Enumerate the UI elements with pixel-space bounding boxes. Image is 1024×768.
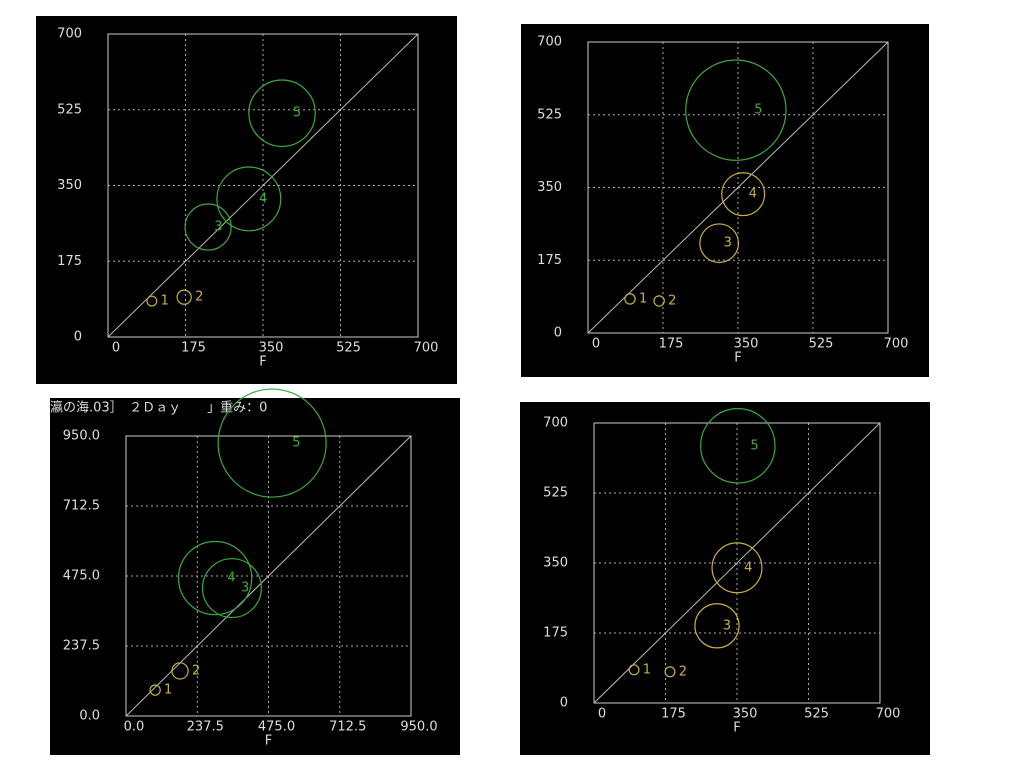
x-tick-label: 525 xyxy=(804,707,829,722)
y-tick-label: 525 xyxy=(57,102,82,117)
bubble xyxy=(694,603,740,649)
y-tick-label: 0 xyxy=(560,696,568,711)
diagonal xyxy=(107,33,419,338)
bubble-label: 3 xyxy=(214,220,222,235)
y-tick-label: 237.5 xyxy=(63,639,100,654)
x-axis-label: F xyxy=(733,721,740,736)
bubble xyxy=(149,684,161,696)
y-tick-label: 0 xyxy=(554,326,562,341)
bubble-label: 1 xyxy=(643,662,651,677)
y-tick-label: 175 xyxy=(537,253,562,268)
x-tick-label: 175 xyxy=(659,337,684,352)
x-tick-label: 700 xyxy=(876,707,901,722)
x-axis-label: F xyxy=(259,355,266,370)
y-tick-label: 950.0 xyxy=(63,429,100,444)
y-tick-label: 350 xyxy=(543,556,568,571)
y-tick-label: 700 xyxy=(537,35,562,50)
x-tick-label: 175 xyxy=(661,707,686,722)
bubble xyxy=(171,662,189,680)
bubble-label: 2 xyxy=(192,663,200,678)
x-tick-label: 350 xyxy=(733,707,758,722)
y-tick-label: 525 xyxy=(537,107,562,122)
bubble-label: 4 xyxy=(259,191,267,206)
plot-border xyxy=(593,422,881,704)
bubble-label: 3 xyxy=(723,618,731,633)
x-tick-label: 712.5 xyxy=(329,720,366,735)
bubble-label: 4 xyxy=(749,187,757,202)
bubble xyxy=(700,408,776,484)
y-tick-label: 0.0 xyxy=(79,709,100,724)
bubble xyxy=(248,79,316,148)
chart-panel xyxy=(50,398,460,755)
bubble-label: 1 xyxy=(639,291,647,306)
title: 瀛の海.03］ ２Ｄａｙ 」重み：0 xyxy=(50,400,267,416)
diagonal xyxy=(587,41,889,334)
bubble-label: 5 xyxy=(754,103,762,118)
bubble-label: 4 xyxy=(744,560,752,575)
y-tick-label: 350 xyxy=(537,180,562,195)
bubble xyxy=(721,172,766,217)
bubble xyxy=(664,666,676,678)
bubble-label: 5 xyxy=(750,438,758,453)
bubble xyxy=(624,293,636,305)
bubble xyxy=(184,203,232,251)
bubble xyxy=(217,388,327,498)
x-tick-label: 700 xyxy=(884,337,909,352)
x-tick-label: 350 xyxy=(734,337,759,352)
bubble-label: 2 xyxy=(679,664,687,679)
chart-panel xyxy=(36,16,457,384)
bubble-label: 1 xyxy=(161,294,169,309)
plot-border xyxy=(107,33,419,338)
chart-panel xyxy=(520,402,930,755)
bubble xyxy=(711,542,763,594)
x-axis-label: F xyxy=(734,351,741,366)
bubble xyxy=(176,289,192,305)
y-tick-label: 475.0 xyxy=(63,569,100,584)
bubble xyxy=(201,558,262,619)
bubble-label: 4 xyxy=(227,571,235,586)
x-tick-label: 0.0 xyxy=(124,720,145,735)
bubble-label: 5 xyxy=(292,436,300,451)
y-tick-label: 700 xyxy=(57,27,82,42)
x-tick-label: 0 xyxy=(112,341,120,356)
bubble-label: 1 xyxy=(164,683,172,698)
x-tick-label: 475.0 xyxy=(258,720,295,735)
plot-border xyxy=(125,435,412,717)
x-tick-label: 950.0 xyxy=(400,720,437,735)
bubble xyxy=(628,664,640,676)
bubble xyxy=(216,166,282,232)
y-tick-label: 0 xyxy=(74,330,82,345)
x-tick-label: 0 xyxy=(592,337,600,352)
x-tick-label: 525 xyxy=(809,337,834,352)
bubble-label: 3 xyxy=(724,236,732,251)
x-tick-label: 525 xyxy=(336,341,361,356)
y-tick-label: 712.5 xyxy=(63,499,100,514)
diagonal xyxy=(125,435,412,717)
y-tick-label: 175 xyxy=(543,626,568,641)
bubble xyxy=(177,540,253,616)
x-tick-label: 700 xyxy=(414,341,439,356)
y-tick-label: 700 xyxy=(543,416,568,431)
plot-border xyxy=(587,41,889,334)
bubble-label: 3 xyxy=(241,581,249,596)
x-axis-label: F xyxy=(265,734,272,749)
x-tick-label: 175 xyxy=(181,341,206,356)
bubble xyxy=(685,59,787,161)
diagonal xyxy=(593,422,881,704)
bubble-label: 2 xyxy=(195,290,203,305)
bubble xyxy=(146,295,158,307)
bubble-label: 2 xyxy=(668,293,676,308)
x-tick-label: 0 xyxy=(598,707,606,722)
bubble-label: 5 xyxy=(293,106,301,121)
x-tick-label: 237.5 xyxy=(187,720,224,735)
bubble xyxy=(653,295,665,307)
x-tick-label: 350 xyxy=(259,341,284,356)
y-tick-label: 525 xyxy=(543,486,568,501)
bubble xyxy=(699,223,740,264)
y-tick-label: 350 xyxy=(57,178,82,193)
y-tick-label: 175 xyxy=(57,254,82,269)
